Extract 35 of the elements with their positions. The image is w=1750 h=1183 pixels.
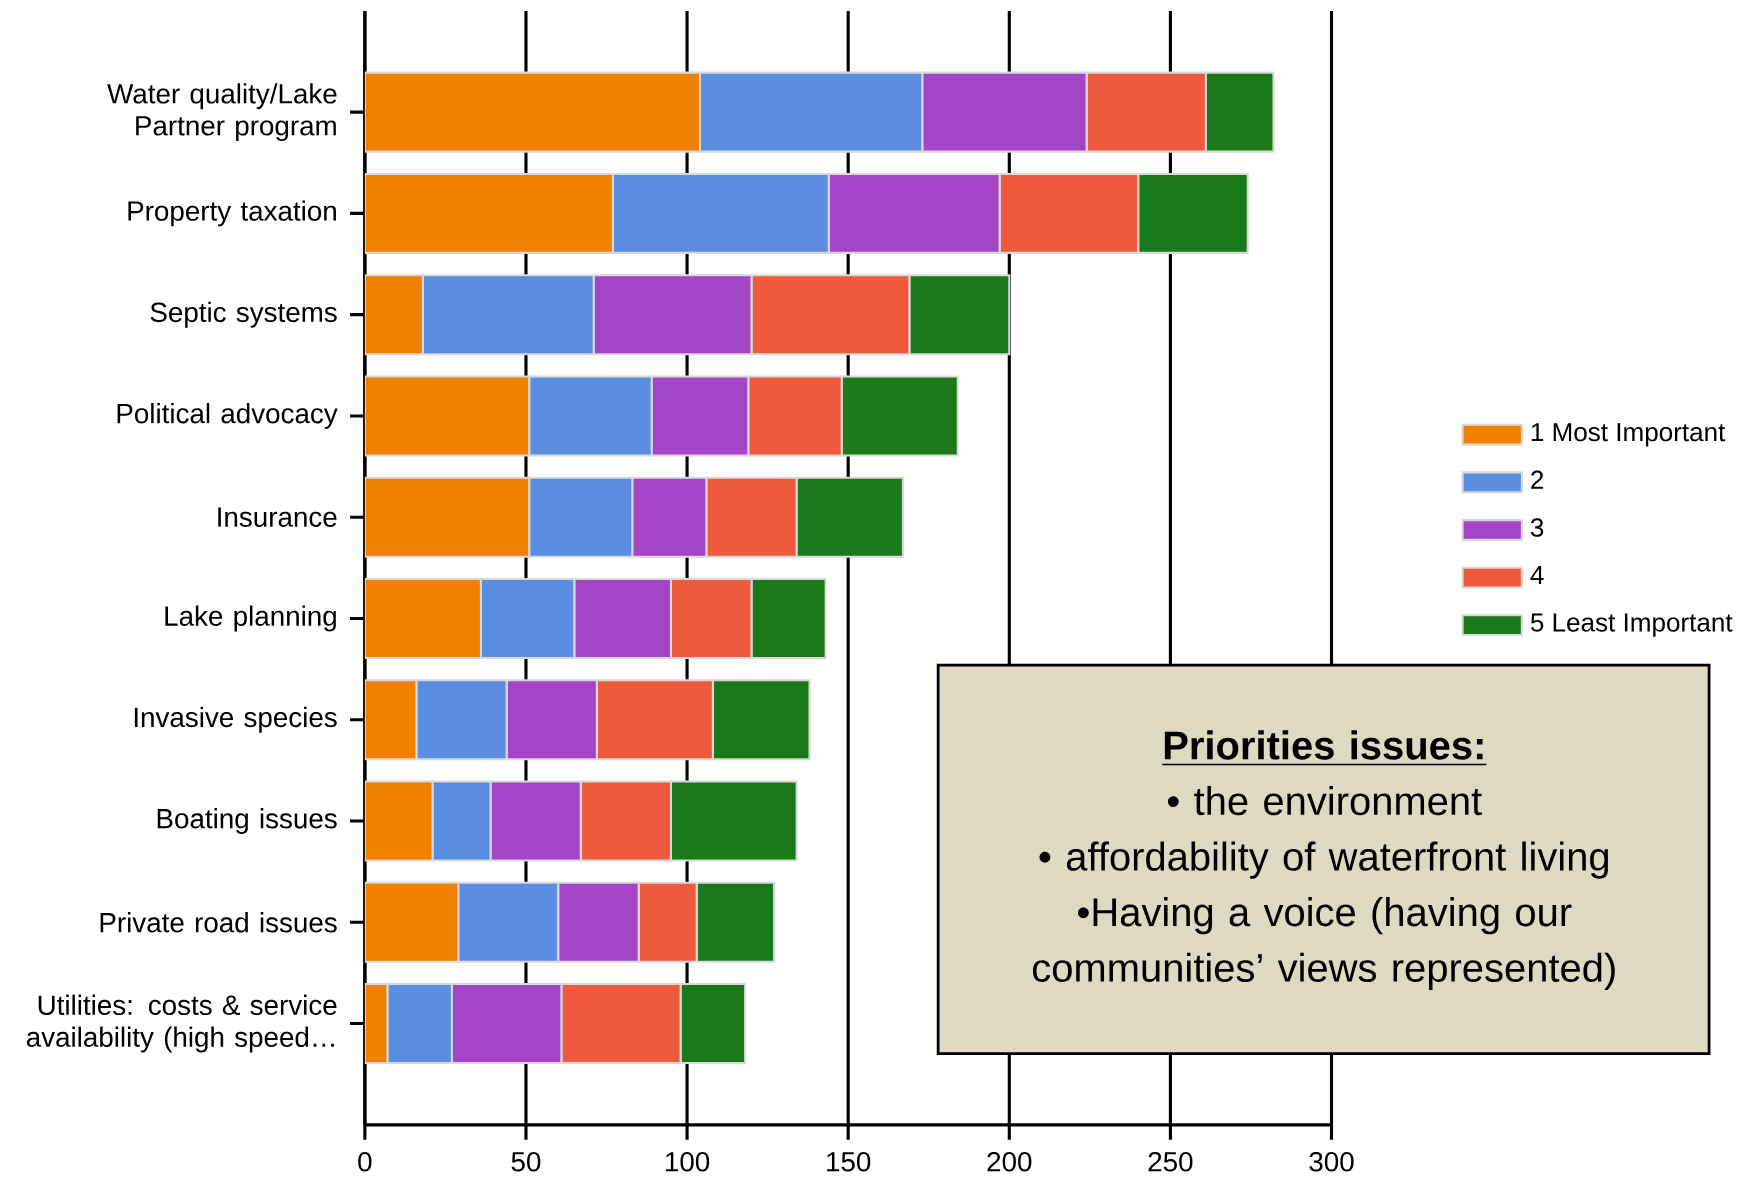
y-tick-label: Water quality/Lake Partner program	[107, 83, 337, 141]
x-tick-label: 0	[358, 1151, 372, 1172]
bar	[364, 476, 531, 558]
annotation: • the environment	[1167, 785, 1482, 816]
annotation: •Having a voice (having our communities’ views represented)	[1032, 897, 1615, 990]
x-tick-label: 300	[1309, 1151, 1354, 1172]
y-tick-label: Invasive species	[134, 706, 337, 733]
y-tick-label: Political advocacy	[117, 402, 338, 429]
x-tick-label: 200	[987, 1151, 1032, 1172]
bar	[364, 577, 482, 659]
y-tick-label: Septic systems	[150, 301, 337, 328]
y-tick-label: Boating issues	[157, 807, 337, 834]
bar	[364, 679, 418, 761]
x-tick-label: 150	[827, 1151, 871, 1172]
y-tick-label: Insurance	[218, 507, 337, 527]
y-tick-label: Utilities: costs & service availability (high speed…	[26, 994, 337, 1053]
legend-label: 4	[1530, 565, 1544, 584]
bar	[364, 71, 702, 153]
bar	[364, 780, 434, 862]
bar	[364, 274, 424, 356]
legend-label: 3	[1530, 518, 1544, 537]
x-tick-label: 50	[511, 1151, 541, 1172]
annotation: • affordability of waterfront living	[1039, 841, 1609, 879]
y-tick-label: Private road issues	[100, 911, 337, 933]
bar	[364, 172, 614, 254]
legend-label: 5 Least Important	[1530, 613, 1733, 637]
x-tick-label: 100	[666, 1151, 710, 1172]
y-tick-label: Lake planning	[165, 605, 336, 632]
bar	[364, 881, 460, 963]
x-tick-label: 250	[1148, 1151, 1193, 1172]
annotation: Priorities issues:	[1164, 730, 1483, 760]
bar	[364, 375, 531, 457]
legend-label: 1 Most Important	[1531, 423, 1726, 447]
y-tick-label: Property taxation	[128, 200, 336, 227]
legend-label: 2	[1531, 470, 1544, 489]
